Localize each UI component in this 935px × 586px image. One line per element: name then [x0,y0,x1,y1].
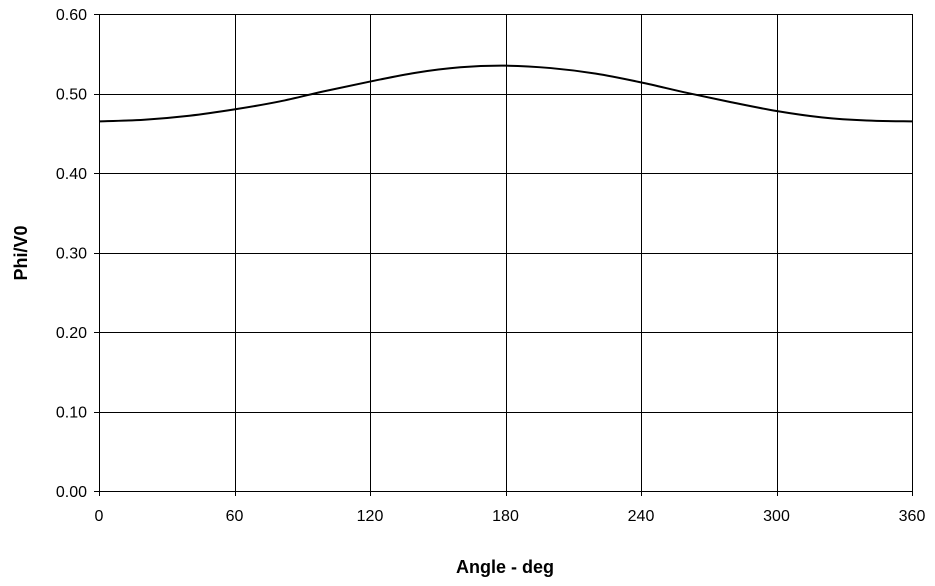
y-tick-label: 0.00 [56,484,87,501]
x-tick-label: 300 [763,508,790,525]
x-axis-title: Angle - deg [456,557,554,577]
axes [94,14,913,496]
y-tick-label: 0.10 [56,405,87,422]
x-tick-label: 180 [492,508,519,525]
x-tick-label: 0 [95,508,104,525]
y-tick-label: 0.30 [56,246,87,263]
series-line-0 [98,64,913,123]
grid [99,14,913,492]
y-tick-label: 0.40 [56,166,87,183]
y-tick-label: 0.50 [56,87,87,104]
series-group [98,64,913,123]
x-tick-label: 120 [357,508,384,525]
tick-labels: 0.00 0.10 0.20 0.30 0.40 0.50 0.60 0 60 120 180 240… [56,7,926,525]
y-tick-label: 0.60 [56,7,87,24]
x-tick-label: 360 [899,508,926,525]
y-tick-label: 0.20 [56,325,87,342]
x-tick-label: 240 [628,508,655,525]
x-tick-label: 60 [226,508,244,525]
y-axis-title: Phi/V0 [11,225,31,280]
